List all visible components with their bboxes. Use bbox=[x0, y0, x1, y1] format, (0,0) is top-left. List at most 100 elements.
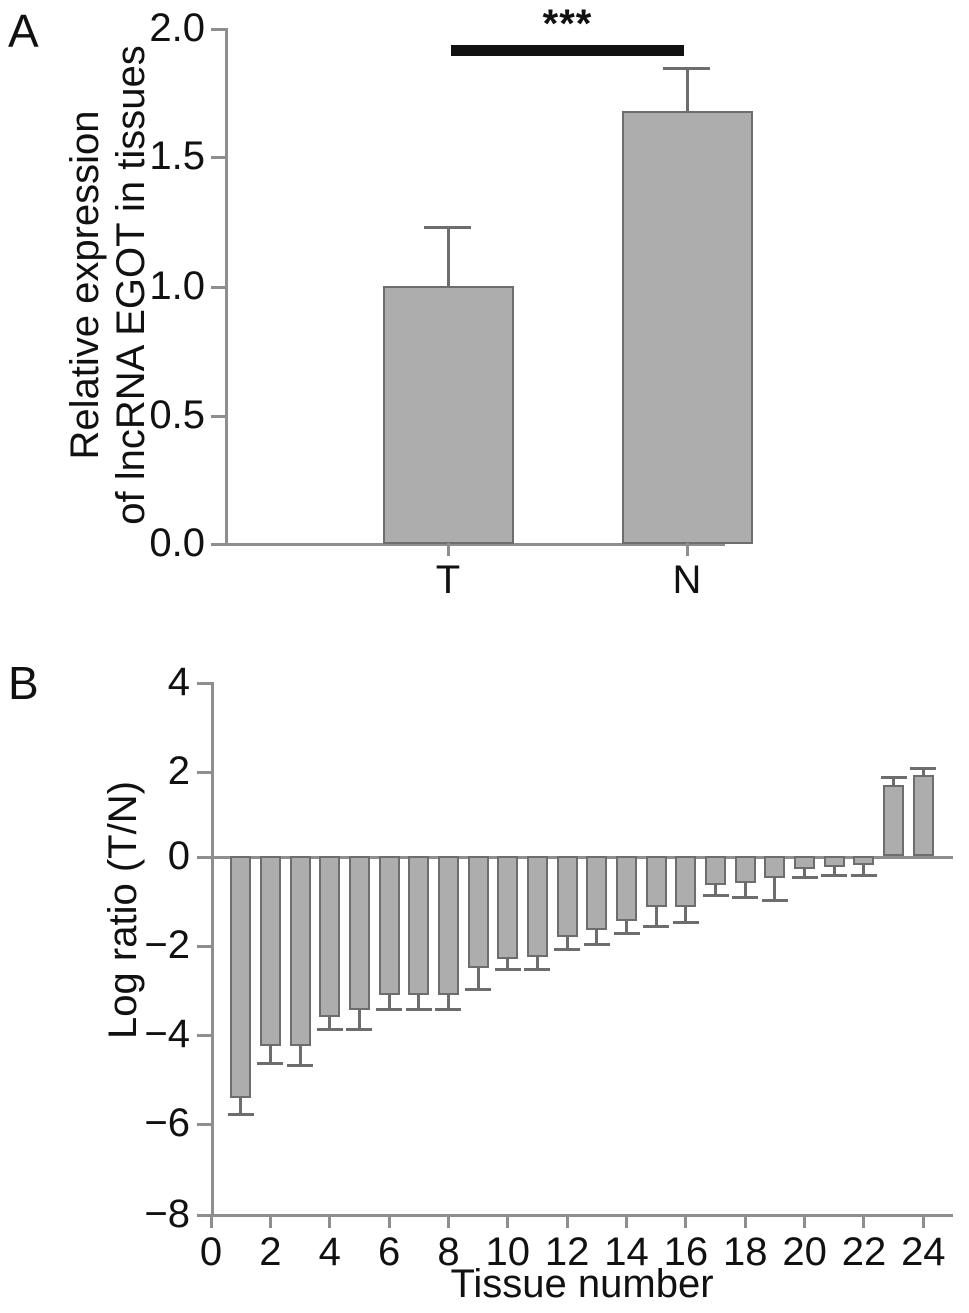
panel-b-x-tick bbox=[268, 1214, 272, 1228]
panel-b-errorbar-cap bbox=[376, 1008, 403, 1012]
panel-b-x-tick bbox=[743, 1214, 747, 1228]
panel-a-label: A bbox=[8, 5, 39, 57]
panel-a-significance-bar bbox=[451, 45, 684, 56]
panel-b-bar bbox=[437, 856, 459, 995]
panel-b-errorbar-stem bbox=[625, 920, 629, 933]
panel-a-x-tick-label-n: N bbox=[672, 558, 702, 602]
panel-a-y-tick-label-1.5: 1.5 bbox=[149, 134, 205, 178]
panel-b-bar bbox=[823, 856, 845, 868]
panel-b-errorbar-cap bbox=[791, 876, 818, 880]
panel-a-y-tick-2.0 bbox=[211, 28, 226, 31]
panel-b-errorbar-cap bbox=[613, 932, 640, 936]
panel-b-x-tick bbox=[446, 1214, 450, 1228]
panel-b-y-tick-label-neg8: −8 bbox=[144, 1192, 190, 1236]
panel-b-errorbar-cap bbox=[227, 1113, 254, 1117]
panel-b-bar bbox=[705, 856, 727, 886]
panel-b-bar bbox=[794, 856, 816, 870]
panel-b-errorbar-cap bbox=[643, 925, 670, 929]
panel-b-label: B bbox=[8, 657, 39, 709]
panel-a-y-tick-0.0 bbox=[211, 543, 226, 546]
panel-a-y-axis-line bbox=[225, 28, 228, 545]
panel-b-errorbar-stem bbox=[565, 936, 569, 948]
panel-a-y-tick-label-1.0: 1.0 bbox=[149, 264, 205, 308]
panel-b-errorbar-stem bbox=[417, 994, 421, 1009]
panel-a-x-axis-line bbox=[225, 543, 725, 546]
panel-b-errorbar-stem bbox=[446, 994, 450, 1009]
panel-b-x-tick-label: 12 bbox=[544, 1230, 590, 1274]
panel-b-x-tick bbox=[387, 1214, 391, 1228]
panel-b-errorbar-cap bbox=[761, 898, 788, 902]
panel-a-x-tick-label-t: T bbox=[435, 558, 461, 602]
panel-b-x-tick bbox=[209, 1214, 213, 1228]
panel-b-y-tick-label-neg4: −4 bbox=[144, 1012, 190, 1056]
panel-b-x-tick bbox=[862, 1214, 866, 1228]
panel-b-errorbar-stem bbox=[476, 967, 480, 988]
panel-a-significance-stars: *** bbox=[542, 2, 593, 46]
panel-b-errorbar-stem bbox=[239, 1097, 243, 1114]
panel-b-errorbar-cap bbox=[732, 896, 759, 900]
panel-b-x-tick-label: 20 bbox=[782, 1230, 827, 1274]
panel-b-x-tick-label: 8 bbox=[437, 1230, 460, 1274]
panel-b-y-tick-label-neg2: −2 bbox=[144, 923, 190, 967]
panel-a-errorbar-t-cap bbox=[424, 226, 471, 229]
panel-a-y-tick-label-0.0: 0.0 bbox=[149, 521, 205, 565]
panel-b-y-tick-0 bbox=[197, 856, 212, 859]
panel-a-x-tick-n bbox=[686, 543, 689, 556]
panel-a-bar-t bbox=[383, 286, 514, 544]
panel-b-bar bbox=[853, 856, 875, 865]
panel-b-errorbar-cap bbox=[435, 1008, 462, 1012]
panel-b-x-tick bbox=[625, 1214, 629, 1228]
panel-b-bar bbox=[348, 856, 370, 1011]
panel-a-errorbar-n-stem bbox=[686, 68, 689, 112]
panel-b-errorbar-stem bbox=[357, 1010, 361, 1029]
panel-b-y-tick-2 bbox=[197, 771, 212, 774]
panel-b-x-tick-label: 14 bbox=[604, 1230, 649, 1274]
panel-b-y-tick-label-neg6: −6 bbox=[144, 1101, 190, 1145]
panel-b-bar bbox=[616, 856, 638, 921]
panel-b-x-tick-label: 6 bbox=[377, 1230, 401, 1274]
panel-b-bar bbox=[408, 856, 430, 995]
panel-b-errorbar-cap bbox=[524, 967, 551, 971]
panel-b-bar bbox=[289, 856, 311, 1047]
panel-a-y-tick-1.0 bbox=[211, 286, 226, 289]
panel-b-x-tick bbox=[565, 1214, 569, 1228]
panel-b-x-tick bbox=[684, 1214, 688, 1228]
panel-b-x-tick-label: 22 bbox=[841, 1230, 887, 1274]
panel-b-x-tick bbox=[921, 1214, 925, 1228]
panel-b-errorbar-stem bbox=[535, 956, 539, 968]
panel-b-errorbar-cap bbox=[465, 988, 492, 991]
panel-b-errorbar-stem bbox=[328, 1017, 332, 1029]
panel-b-bar bbox=[764, 856, 786, 879]
panel-b-errorbar-cap bbox=[702, 894, 729, 898]
panel-b-errorbar-stem bbox=[714, 885, 718, 895]
panel-b-y-tick-neg2 bbox=[197, 945, 212, 948]
panel-b-x-axis-line bbox=[211, 1214, 953, 1217]
panel-b-y-tick-label-0: 0 bbox=[167, 834, 190, 878]
panel-b-bar bbox=[586, 856, 608, 930]
panel-b-errorbar-cap bbox=[910, 766, 937, 770]
panel-b-bar bbox=[912, 775, 934, 856]
panel-b-y-tick-label-4: 4 bbox=[167, 660, 190, 704]
panel-b-x-tick-label: 24 bbox=[901, 1230, 946, 1274]
panel-b-errorbar-stem bbox=[773, 878, 777, 899]
panel-b-bar bbox=[259, 856, 281, 1047]
panel-b-errorbar-stem bbox=[921, 766, 925, 776]
panel-a-y-tick-label-2.0: 2.0 bbox=[149, 6, 205, 50]
panel-b-errorbar-cap bbox=[554, 947, 581, 951]
panel-b-bar bbox=[526, 856, 548, 957]
panel-b-x-tick-label: 0 bbox=[199, 1230, 223, 1274]
panel-b-errorbar-cap bbox=[672, 920, 699, 924]
panel-b-errorbar-stem bbox=[862, 864, 866, 874]
panel-b-y-tick-label-2: 2 bbox=[167, 749, 190, 793]
panel-b-x-tick bbox=[328, 1214, 332, 1228]
panel-b-bar bbox=[734, 856, 756, 883]
panel-b-bar bbox=[645, 856, 667, 908]
panel-b-errorbar-stem bbox=[803, 869, 807, 877]
panel-b-errorbar-stem bbox=[298, 1046, 302, 1065]
panel-b-errorbar-stem bbox=[595, 929, 599, 944]
panel-b-y-tick-neg4 bbox=[197, 1034, 212, 1037]
panel-b-bar bbox=[467, 856, 489, 968]
panel-a-x-tick-t bbox=[447, 543, 450, 556]
panel-a-y-tick-label-0.5: 0.5 bbox=[149, 393, 205, 437]
